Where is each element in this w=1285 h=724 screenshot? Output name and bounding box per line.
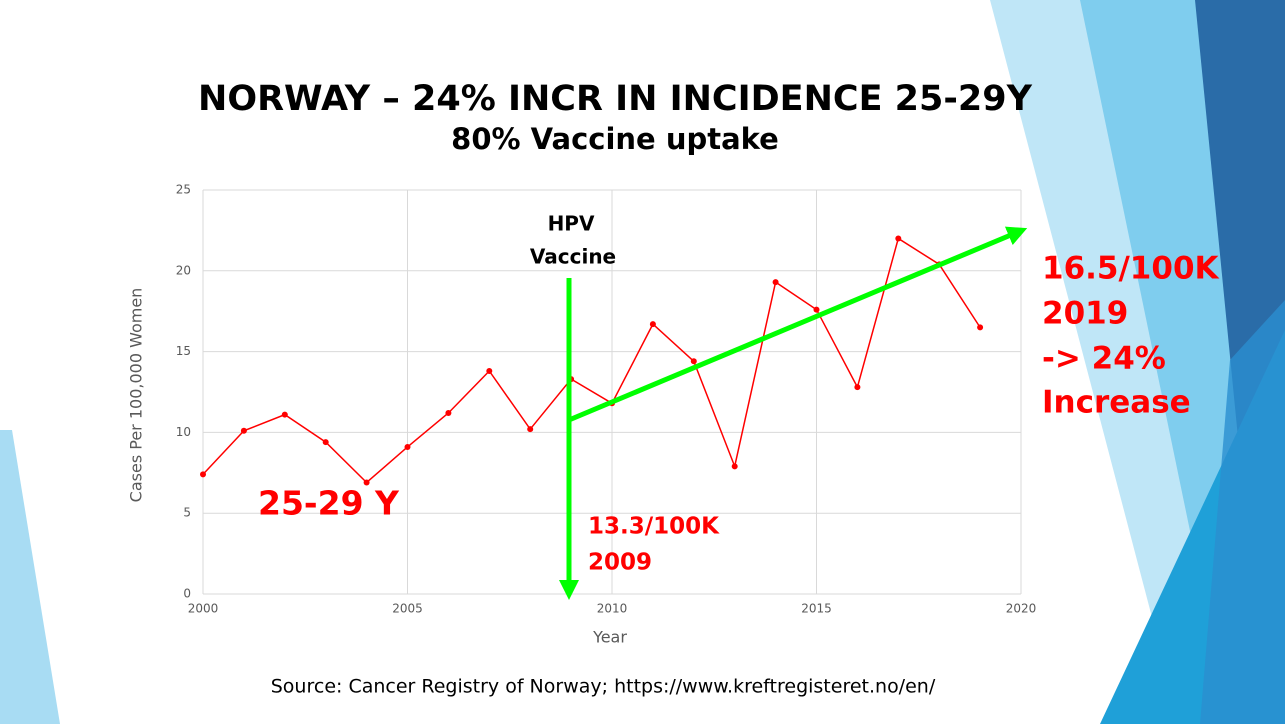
- annotation: -> 24%: [1042, 341, 1166, 377]
- series-line: [203, 238, 980, 482]
- annotation: HPV: [548, 212, 595, 236]
- chart-subtitle: 80% Vaccine uptake: [451, 122, 779, 156]
- annotation: Vaccine: [530, 245, 616, 269]
- data-point: [650, 321, 656, 327]
- y-tick-label: 20: [176, 263, 191, 277]
- data-point: [445, 410, 451, 416]
- data-point: [895, 235, 901, 241]
- x-tick-label: 2020: [1006, 602, 1037, 616]
- data-point: [323, 439, 329, 445]
- slide: NORWAY – 24% INCR IN INCIDENCE 25-29Y 80…: [0, 0, 1285, 724]
- chart-title: NORWAY – 24% INCR IN INCIDENCE 25-29Y: [198, 79, 1033, 119]
- x-tick-label: 2005: [392, 602, 423, 616]
- data-point: [814, 307, 820, 313]
- data-point: [200, 471, 206, 477]
- source: Source: Cancer Registry of Norway; https…: [271, 676, 936, 698]
- data-point: [732, 463, 738, 469]
- data-point: [241, 428, 247, 434]
- annotation: 13.3/100K: [588, 514, 720, 540]
- y-axis-label: Cases Per 100,000 Women: [127, 288, 146, 503]
- trend-arrow: [569, 232, 1018, 420]
- data-point: [282, 412, 288, 418]
- annotation: Increase: [1042, 385, 1191, 421]
- data-point: [527, 426, 533, 432]
- data-point: [486, 368, 492, 374]
- annotation: 16.5/100K: [1042, 251, 1220, 287]
- annotation: 2019: [1042, 296, 1128, 332]
- y-tick-label: 25: [176, 183, 191, 197]
- x-tick-label: 2010: [597, 602, 628, 616]
- data-point: [773, 279, 779, 285]
- data-point: [854, 384, 860, 390]
- y-tick-label: 10: [176, 425, 191, 439]
- y-tick-label: 5: [183, 506, 191, 520]
- x-tick-label: 2000: [188, 602, 219, 616]
- series-label: 25-29 Y: [258, 484, 400, 523]
- data-point: [977, 324, 983, 330]
- y-tick-label: 15: [176, 344, 191, 358]
- data-point: [691, 358, 697, 364]
- y-tick-label: 0: [183, 587, 191, 601]
- x-axis-label: Year: [592, 628, 627, 647]
- x-tick-label: 2015: [801, 602, 832, 616]
- annotation: 2009: [588, 550, 652, 576]
- data-point: [405, 444, 411, 450]
